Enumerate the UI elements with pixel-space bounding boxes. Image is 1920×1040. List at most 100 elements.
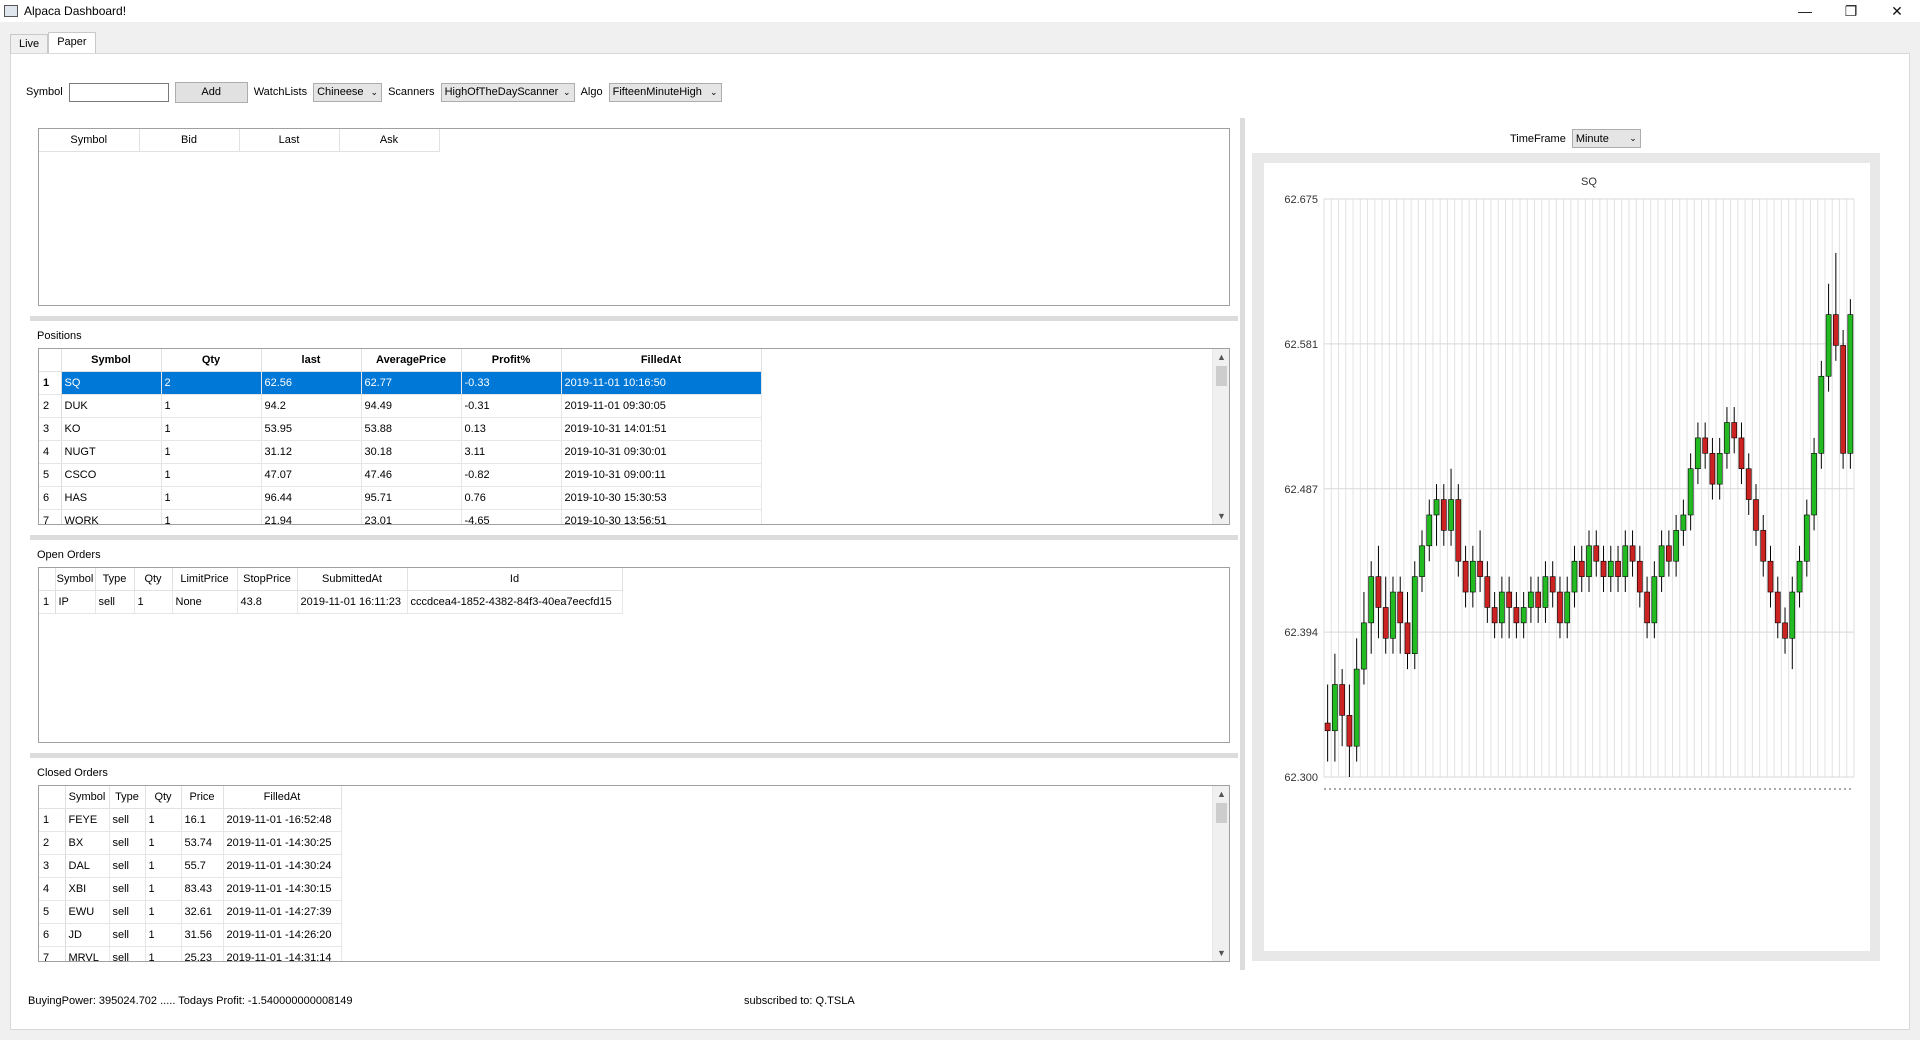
table-cell[interactable]: 32.61 <box>181 900 224 924</box>
row-number[interactable]: 6 <box>39 923 66 947</box>
table-row[interactable]: 4 NUGT 1 31.12 30.18 3.11 2019-10-31 09:30:01 <box>39 440 762 464</box>
table-cell[interactable]: 0.76 <box>461 486 562 510</box>
table-cell[interactable]: sell <box>109 946 146 961</box>
table-cell[interactable]: 53.88 <box>361 417 462 441</box>
row-number[interactable]: 5 <box>39 900 66 924</box>
column-header[interactable]: LimitPrice <box>172 568 238 591</box>
column-header[interactable]: Qty <box>145 786 182 809</box>
table-cell[interactable]: 31.56 <box>181 923 224 947</box>
table-cell[interactable]: MRVL <box>65 946 110 961</box>
table-cell[interactable]: EWU <box>65 900 110 924</box>
table-cell[interactable]: sell <box>109 900 146 924</box>
table-cell[interactable]: cccdcea4-1852-4382-84f3-40ea7eecfd15 <box>407 590 623 614</box>
table-cell[interactable]: FEYE <box>65 808 110 832</box>
table-cell[interactable]: 1 <box>161 394 262 418</box>
table-cell[interactable]: JD <box>65 923 110 947</box>
table-cell[interactable]: 62.56 <box>261 371 362 395</box>
table-row[interactable]: 5 EWU sell 1 32.61 2019-11-01 -14:27:39 <box>39 900 342 924</box>
column-header[interactable]: Symbol <box>55 568 96 591</box>
row-number[interactable]: 2 <box>39 394 62 418</box>
table-cell[interactable]: sell <box>109 831 146 855</box>
splitter[interactable] <box>30 535 1238 540</box>
tab-paper[interactable]: Paper <box>48 32 96 54</box>
column-header[interactable]: Symbol <box>61 349 162 372</box>
column-header[interactable]: Symbol <box>39 129 140 152</box>
splitter[interactable] <box>30 316 1238 321</box>
table-cell[interactable]: KO <box>61 417 162 441</box>
table-cell[interactable]: WORK <box>61 509 162 524</box>
symbol-input[interactable] <box>68 82 169 102</box>
add-button[interactable]: Add <box>174 81 248 103</box>
column-header[interactable]: Last <box>239 129 340 152</box>
table-cell[interactable]: 2019-10-30 15:30:53 <box>561 486 762 510</box>
table-cell[interactable]: 1 <box>161 417 262 441</box>
open-orders-grid[interactable]: Symbol Type Qty LimitPrice StopPrice Sub… <box>38 567 1230 743</box>
column-header[interactable]: StopPrice <box>237 568 298 591</box>
table-cell[interactable]: 2019-11-01 -16:52:48 <box>223 808 342 832</box>
table-cell[interactable]: -0.82 <box>461 463 562 487</box>
table-cell[interactable]: 3.11 <box>461 440 562 464</box>
table-cell[interactable]: 47.07 <box>261 463 362 487</box>
table-cell[interactable]: 95.71 <box>361 486 462 510</box>
row-number[interactable]: 5 <box>39 463 62 487</box>
positions-grid[interactable]: Symbol Qty last AveragePrice Profit% Fil… <box>38 348 1230 525</box>
column-header[interactable]: FilledAt <box>561 349 762 372</box>
table-cell[interactable]: 96.44 <box>261 486 362 510</box>
column-header[interactable]: SubmittedAt <box>297 568 408 591</box>
table-cell[interactable]: 1 <box>145 877 182 901</box>
table-cell[interactable]: -4.65 <box>461 509 562 524</box>
table-cell[interactable]: 1 <box>161 463 262 487</box>
column-header[interactable]: Bid <box>139 129 240 152</box>
table-row[interactable]: 1 SQ 2 62.56 62.77 -0.33 2019-11-01 10:16:50 <box>39 371 762 395</box>
table-cell[interactable]: CSCO <box>61 463 162 487</box>
scroll-down-icon[interactable]: ▼ <box>1217 948 1226 958</box>
table-cell[interactable]: 94.49 <box>361 394 462 418</box>
table-cell[interactable]: DUK <box>61 394 162 418</box>
table-cell[interactable]: sell <box>109 877 146 901</box>
table-cell[interactable]: 43.8 <box>237 590 298 614</box>
table-cell[interactable]: 2019-11-01 16:11:23 <box>297 590 408 614</box>
quotes-grid[interactable]: Symbol Bid Last Ask <box>38 128 1230 306</box>
table-cell[interactable]: 62.77 <box>361 371 462 395</box>
column-header[interactable]: AveragePrice <box>361 349 462 372</box>
table-row[interactable]: 1 IP sell 1 None 43.8 2019-11-01 16:11:23 cccdc… <box>39 590 623 614</box>
table-row[interactable]: 2 DUK 1 94.2 94.49 -0.31 2019-11-01 09:30:05 <box>39 394 762 418</box>
table-cell[interactable]: 2019-10-31 09:30:01 <box>561 440 762 464</box>
table-cell[interactable]: -0.31 <box>461 394 562 418</box>
scanners-dropdown[interactable]: HighOfTheDayScanner ⌄ <box>440 82 575 102</box>
table-cell[interactable]: 1 <box>145 854 182 878</box>
table-cell[interactable]: 30.18 <box>361 440 462 464</box>
minimize-icon[interactable]: — <box>1798 3 1812 19</box>
table-cell[interactable]: SQ <box>61 371 162 395</box>
tab-live[interactable]: Live <box>10 34 49 54</box>
splitter[interactable] <box>30 753 1238 758</box>
table-cell[interactable]: 2 <box>161 371 262 395</box>
vertical-splitter[interactable] <box>1240 118 1245 970</box>
table-cell[interactable]: sell <box>109 808 146 832</box>
scroll-up-icon[interactable]: ▲ <box>1217 789 1226 799</box>
table-row[interactable]: 2 BX sell 1 53.74 2019-11-01 -14:30:25 <box>39 831 342 855</box>
table-cell[interactable]: 16.1 <box>181 808 224 832</box>
table-cell[interactable]: 2019-11-01 10:16:50 <box>561 371 762 395</box>
table-cell[interactable]: 2019-11-01 -14:31:14 <box>223 946 342 961</box>
table-row[interactable]: 4 XBI sell 1 83.43 2019-11-01 -14:30:15 <box>39 877 342 901</box>
closed-orders-scrollbar[interactable]: ▲ ▼ <box>1212 786 1229 961</box>
table-cell[interactable]: 2019-11-01 -14:30:15 <box>223 877 342 901</box>
table-cell[interactable]: 1 <box>161 486 262 510</box>
table-cell[interactable]: 53.74 <box>181 831 224 855</box>
row-number[interactable]: 7 <box>39 946 66 961</box>
table-cell[interactable]: 1 <box>145 831 182 855</box>
table-cell[interactable]: 47.46 <box>361 463 462 487</box>
table-cell[interactable]: -0.33 <box>461 371 562 395</box>
column-header[interactable]: Type <box>109 786 146 809</box>
table-cell[interactable]: 1 <box>161 440 262 464</box>
table-cell[interactable]: 53.95 <box>261 417 362 441</box>
table-cell[interactable]: 1 <box>161 509 262 524</box>
table-cell[interactable]: None <box>172 590 238 614</box>
table-cell[interactable]: 2019-10-31 14:01:51 <box>561 417 762 441</box>
table-cell[interactable]: IP <box>55 590 96 614</box>
column-header[interactable]: Qty <box>161 349 262 372</box>
table-cell[interactable]: 2019-11-01 09:30:05 <box>561 394 762 418</box>
table-cell[interactable]: 55.7 <box>181 854 224 878</box>
algo-dropdown[interactable]: FifteenMinuteHigh ⌄ <box>608 82 722 102</box>
